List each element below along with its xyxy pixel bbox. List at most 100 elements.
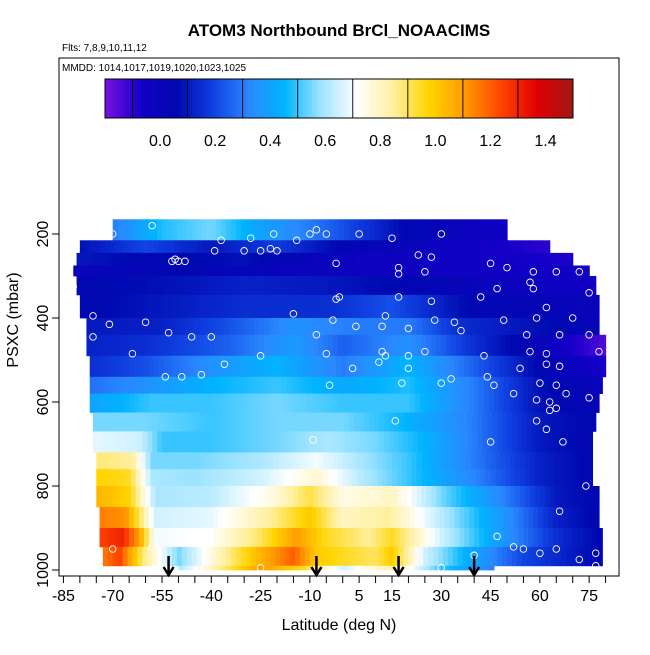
heatmap-cell bbox=[554, 318, 561, 336]
heatmap-cell bbox=[321, 355, 327, 378]
heatmap-cell bbox=[135, 276, 142, 296]
heatmap-cell bbox=[212, 240, 219, 254]
heatmap-cell bbox=[385, 240, 391, 254]
heatmap-cell bbox=[405, 507, 411, 529]
heatmap-cell bbox=[433, 431, 439, 453]
heatmap-cell bbox=[232, 393, 239, 413]
colorbar-swatch bbox=[422, 79, 427, 118]
heatmap-cell bbox=[482, 265, 488, 277]
heatmap-cell bbox=[111, 452, 117, 470]
heatmap-cell bbox=[132, 265, 138, 277]
heatmap-cell bbox=[401, 452, 408, 470]
heatmap-cell bbox=[240, 265, 247, 277]
heatmap-cell bbox=[441, 252, 447, 266]
heatmap-cell bbox=[375, 376, 382, 394]
heatmap-cell bbox=[470, 334, 477, 357]
heatmap-cell bbox=[170, 486, 176, 508]
heatmap-cell bbox=[451, 276, 457, 296]
heatmap-cell bbox=[163, 528, 170, 548]
heatmap-cell bbox=[191, 431, 198, 453]
chart-title: ATOM3 Northbound BrCl_NOAACIMS bbox=[188, 21, 491, 40]
heatmap-cell bbox=[181, 431, 188, 453]
heatmap-cell bbox=[505, 469, 511, 487]
heatmap-cell bbox=[309, 412, 316, 432]
heatmap-cell bbox=[365, 565, 372, 571]
heatmap-cell bbox=[549, 318, 556, 336]
heatmap-cell bbox=[226, 219, 232, 241]
heatmap-cell bbox=[511, 431, 518, 453]
heatmap-cell bbox=[467, 546, 474, 567]
heatmap-cell bbox=[120, 318, 127, 336]
heatmap-cell bbox=[249, 452, 255, 470]
heatmap-cell bbox=[495, 452, 502, 470]
heatmap-cell bbox=[252, 528, 258, 548]
heatmap-cell bbox=[142, 219, 148, 241]
heatmap-cell bbox=[561, 431, 567, 453]
colorbar-swatch bbox=[232, 79, 236, 118]
heatmap-cell bbox=[311, 565, 318, 571]
heatmap-cell bbox=[590, 546, 597, 567]
heatmap-cell bbox=[395, 393, 401, 413]
heatmap-cell bbox=[507, 265, 513, 277]
heatmap-cell bbox=[359, 546, 365, 567]
heatmap-cell bbox=[327, 469, 334, 487]
heatmap-cell bbox=[306, 528, 313, 548]
heatmap-cell bbox=[277, 528, 283, 548]
observation-marker bbox=[575, 268, 584, 276]
heatmap-cell bbox=[556, 431, 562, 453]
heatmap-cell bbox=[479, 565, 485, 571]
heatmap-cell bbox=[569, 486, 575, 508]
heatmap-cell bbox=[249, 486, 255, 508]
heatmap-cell bbox=[291, 294, 298, 319]
heatmap-cell bbox=[293, 469, 299, 487]
heatmap-cell bbox=[505, 334, 511, 357]
heatmap-cell bbox=[278, 276, 285, 296]
heatmap-cell bbox=[101, 452, 107, 470]
heatmap-cell bbox=[497, 546, 503, 567]
heatmap-cell bbox=[139, 294, 145, 319]
heatmap-cell bbox=[260, 431, 267, 453]
heatmap-cell bbox=[326, 355, 332, 378]
heatmap-cell bbox=[142, 431, 148, 453]
heatmap-cell bbox=[378, 546, 385, 567]
heatmap-cell bbox=[434, 393, 441, 413]
heatmap-cell bbox=[554, 486, 561, 508]
heatmap-cell bbox=[498, 376, 505, 394]
heatmap-cell bbox=[551, 265, 557, 277]
heatmap-cell bbox=[158, 393, 165, 413]
colorbar-swatch bbox=[322, 79, 327, 118]
heatmap-cell bbox=[143, 376, 150, 394]
heatmap-cell bbox=[203, 393, 209, 413]
heatmap-cell bbox=[480, 318, 487, 336]
heatmap-cell bbox=[520, 469, 526, 487]
heatmap-cell bbox=[122, 546, 129, 567]
heatmap-cell bbox=[576, 431, 582, 453]
heatmap-cell bbox=[283, 334, 290, 357]
heatmap-cell bbox=[219, 486, 226, 508]
heatmap-cell bbox=[446, 334, 452, 357]
heatmap-cell bbox=[495, 469, 502, 487]
heatmap-cell bbox=[342, 276, 349, 296]
heatmap-cell bbox=[173, 528, 180, 548]
heatmap-cell bbox=[301, 240, 308, 254]
heatmap-cell bbox=[561, 412, 567, 432]
colorbar-swatch bbox=[201, 79, 206, 118]
heatmap-cell bbox=[270, 431, 276, 453]
heatmap-cell bbox=[170, 334, 176, 357]
heatmap-cell bbox=[97, 431, 104, 453]
heatmap-cell bbox=[334, 265, 341, 277]
heatmap-cell bbox=[418, 265, 424, 277]
heatmap-cell bbox=[370, 294, 377, 319]
heatmap-cell bbox=[96, 318, 102, 336]
heatmap-cell bbox=[198, 507, 204, 529]
heatmap-cell bbox=[311, 240, 318, 254]
heatmap-cell bbox=[475, 334, 482, 357]
heatmap-cell bbox=[235, 412, 242, 432]
heatmap-cell bbox=[194, 252, 201, 266]
heatmap-cell bbox=[232, 294, 239, 319]
heatmap-cell bbox=[451, 452, 457, 470]
heatmap-cell bbox=[479, 528, 485, 548]
heatmap-cell bbox=[431, 334, 437, 357]
heatmap-cell bbox=[393, 431, 400, 453]
heatmap-cell bbox=[400, 393, 406, 413]
